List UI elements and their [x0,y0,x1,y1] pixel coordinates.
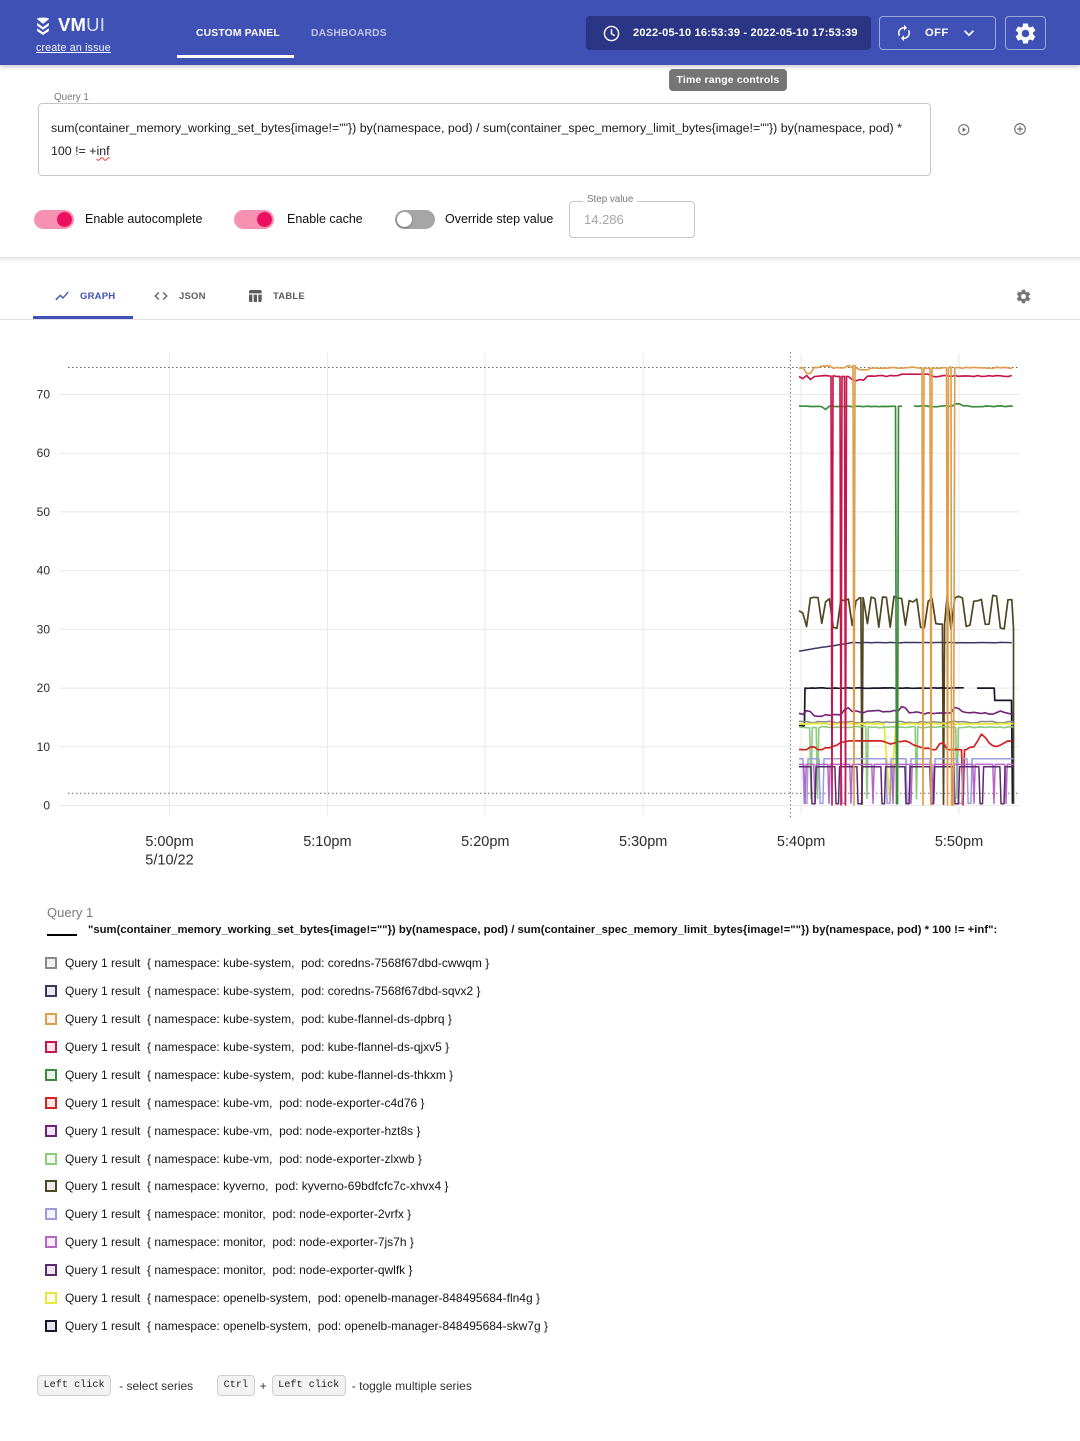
svg-text:20: 20 [37,681,51,695]
svg-text:5:40pm: 5:40pm [777,834,825,850]
svg-text:70: 70 [37,388,51,402]
svg-text:60: 60 [37,446,51,460]
svg-text:30: 30 [37,622,51,636]
svg-text:40: 40 [37,564,51,578]
svg-text:10: 10 [37,740,51,754]
svg-text:0: 0 [43,799,50,813]
svg-text:5:00pm: 5:00pm [145,834,193,850]
svg-text:50: 50 [37,505,51,519]
svg-text:5:10pm: 5:10pm [303,834,351,850]
svg-text:5:20pm: 5:20pm [461,834,509,850]
svg-text:5:50pm: 5:50pm [935,834,983,850]
svg-text:5/10/22: 5/10/22 [145,853,193,869]
svg-text:5:30pm: 5:30pm [619,834,667,850]
